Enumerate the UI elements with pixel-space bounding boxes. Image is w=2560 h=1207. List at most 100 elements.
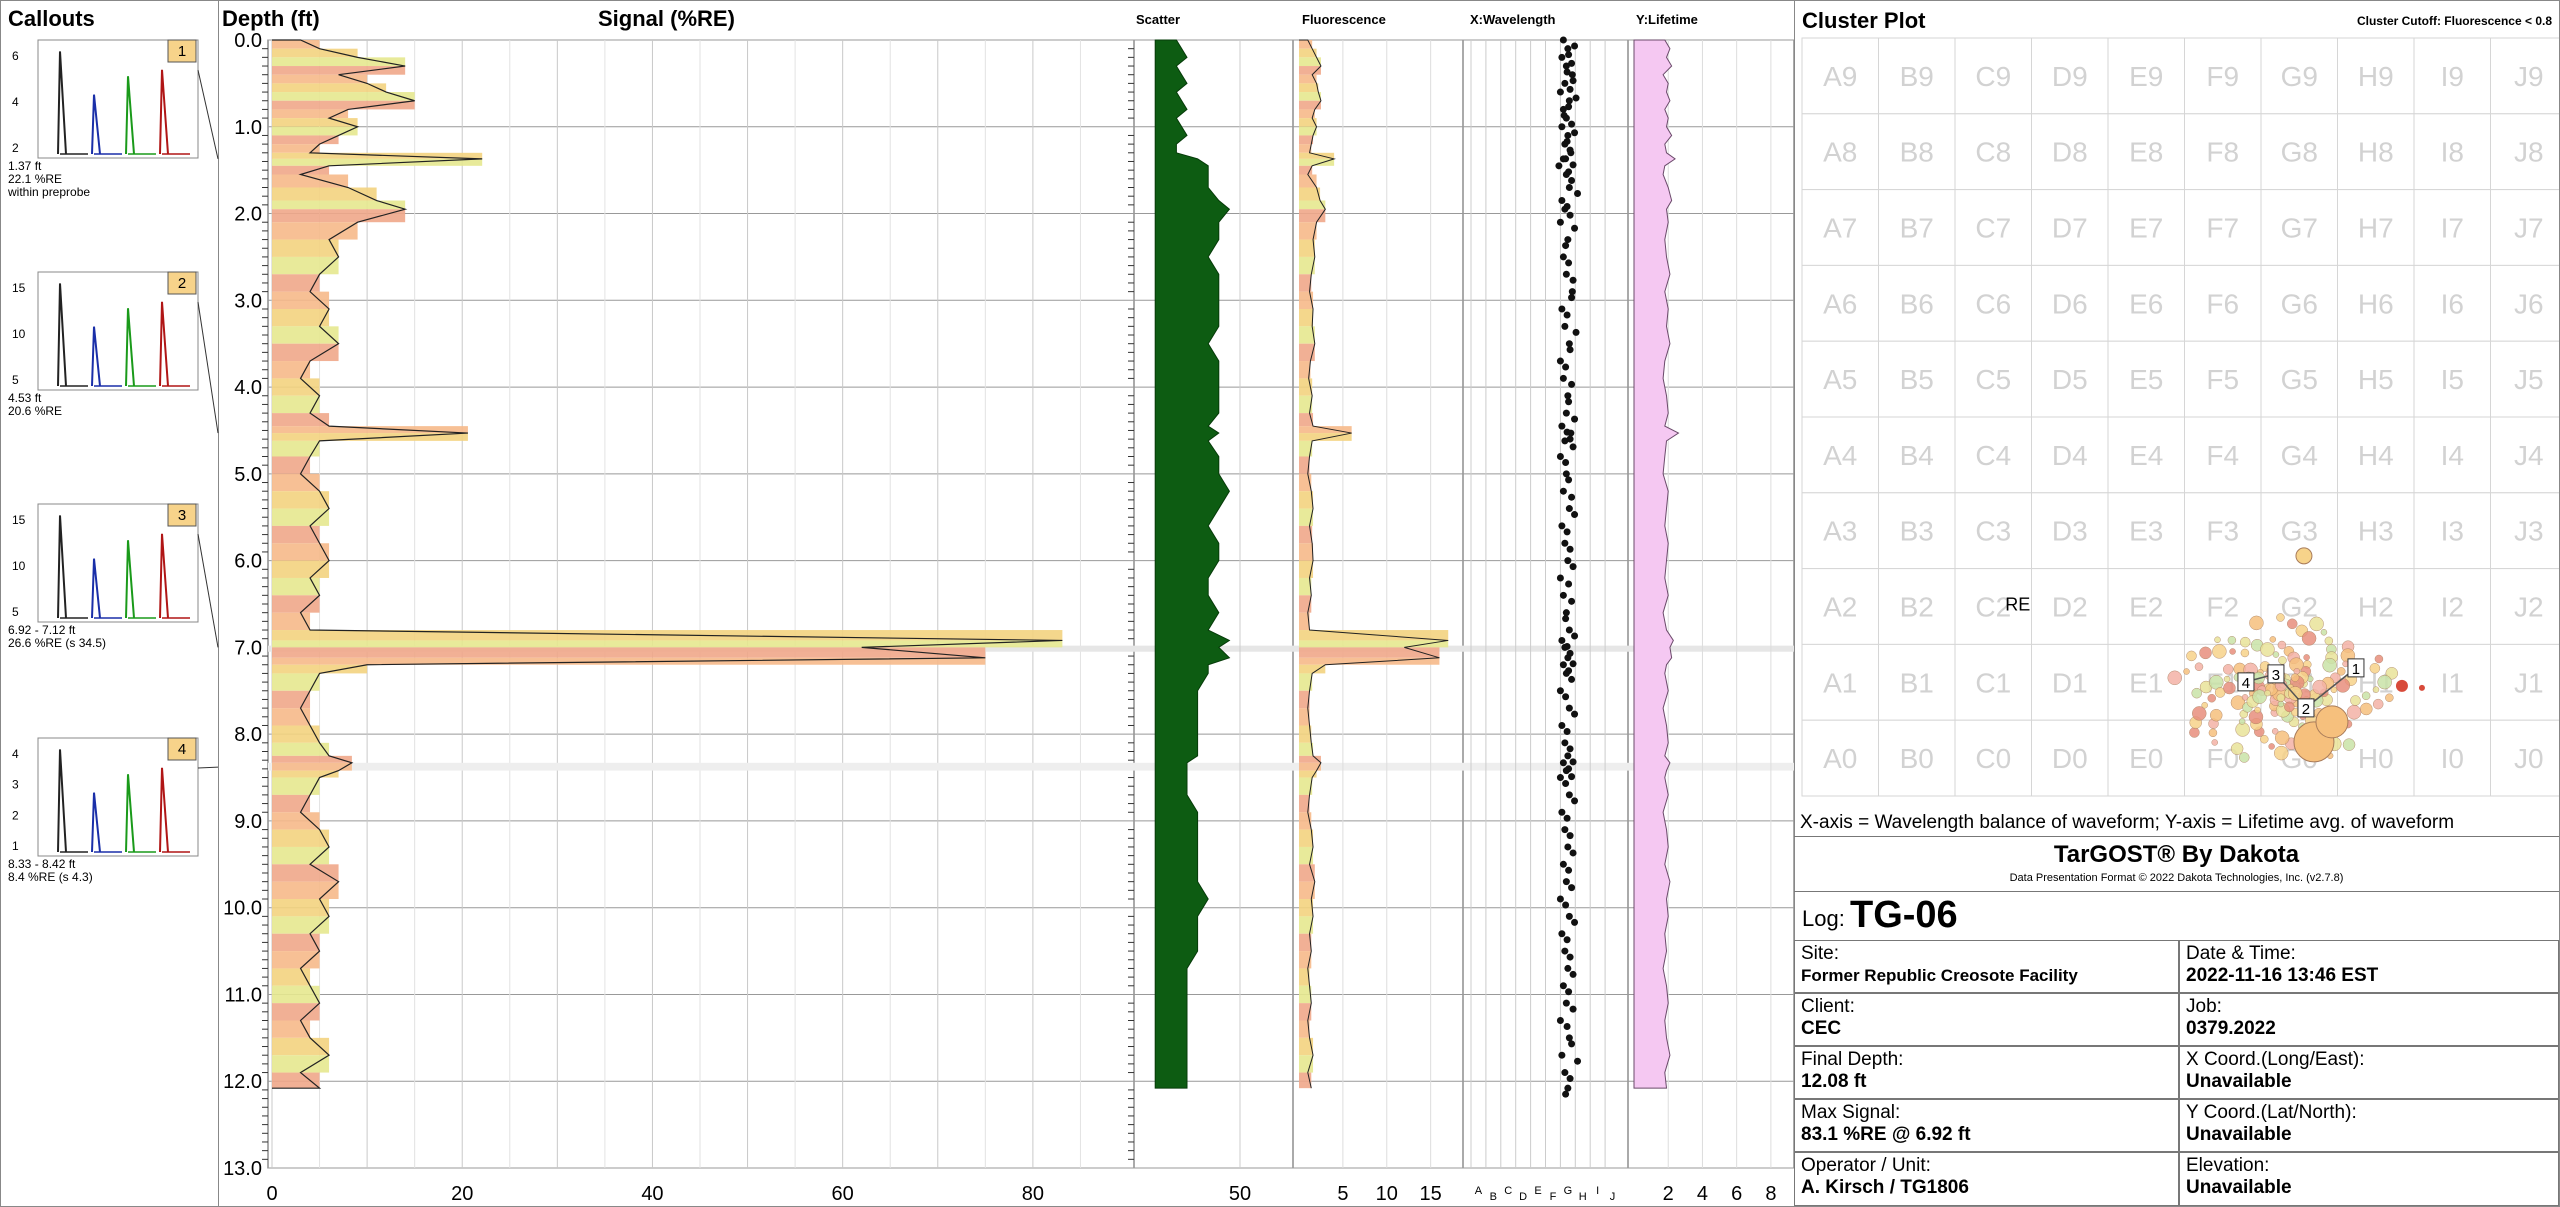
signal-band xyxy=(272,209,406,223)
signal-band xyxy=(272,152,483,159)
cluster-cell-label: I2 xyxy=(2441,592,2464,623)
cluster-cell-label: E3 xyxy=(2129,516,2163,547)
client-value: CEC xyxy=(1801,1018,1842,1039)
cluster-cell xyxy=(2184,189,2262,266)
wavelength-point xyxy=(1555,162,1563,170)
wavelength-title: X:Wavelength xyxy=(1470,12,1556,27)
wavelength-point xyxy=(1565,340,1573,348)
wavelength-point xyxy=(1562,901,1570,909)
depth-tick-label: 6.0 xyxy=(234,551,262,573)
signal-band xyxy=(272,308,330,327)
fluorescence-band xyxy=(1299,673,1313,691)
signal-band xyxy=(272,100,415,110)
signal-band xyxy=(272,508,330,526)
cluster-point xyxy=(2322,657,2337,673)
signal-band xyxy=(272,144,320,153)
cluster-point xyxy=(2290,673,2300,682)
signal-band xyxy=(272,595,320,613)
cluster-point xyxy=(2211,739,2218,746)
cluster-cell xyxy=(2413,264,2491,342)
callout-y-tick-label: 1 xyxy=(12,839,19,853)
signal-band xyxy=(272,92,415,101)
scatter-title: Scatter xyxy=(1136,12,1181,27)
cluster-cell-label: G6 xyxy=(2281,288,2318,319)
cluster-cell-label: J0 xyxy=(2514,743,2544,774)
wavelength-point xyxy=(1562,780,1570,788)
wavelength-point xyxy=(1559,253,1567,261)
wavelength-point xyxy=(1559,591,1567,599)
cluster-cell xyxy=(2031,416,2109,494)
fluorescence-band xyxy=(1299,343,1315,362)
cluster-re-label: RE xyxy=(2005,595,2030,615)
cluster-point xyxy=(2222,664,2234,675)
cluster-point xyxy=(2374,654,2384,664)
cluster-cell-label: A0 xyxy=(1823,743,1857,774)
cluster-cell xyxy=(1954,113,2032,191)
wavelength-point xyxy=(1565,51,1573,59)
wavelength-point xyxy=(1562,409,1570,417)
wavelength-point xyxy=(1558,721,1566,729)
x-coord-value: Unavailable xyxy=(2186,1071,2292,1092)
cluster-point xyxy=(2276,613,2285,622)
cluster-cell-label: H6 xyxy=(2358,288,2394,319)
signal-band xyxy=(272,985,320,1004)
signal-band xyxy=(272,525,320,544)
wavelength-point xyxy=(1574,190,1582,198)
wavelength-point xyxy=(1566,832,1574,840)
signal-band xyxy=(272,770,339,778)
cluster-cell-label: J9 xyxy=(2514,61,2544,92)
callout-2-text: 4.53 ft 20.6 %RE xyxy=(8,392,62,418)
fluorescence-band xyxy=(1299,158,1335,166)
callout-waveform-peak xyxy=(125,308,135,387)
callout-y-tick-label: 15 xyxy=(12,281,26,295)
wavelength-point xyxy=(1563,1022,1571,1030)
wavelength-point xyxy=(1562,669,1570,677)
cluster-point xyxy=(2260,734,2269,744)
cluster-marker-box xyxy=(2347,658,2365,678)
cluster-cell-label: C9 xyxy=(1975,61,2011,92)
wavelength-point xyxy=(1566,953,1574,961)
callout-waveform-peak xyxy=(91,94,101,155)
wavelength-point xyxy=(1561,437,1569,445)
wavelength-point xyxy=(1558,1051,1566,1059)
wavelength-point xyxy=(1559,487,1567,495)
signal-band xyxy=(272,777,320,795)
cluster-point xyxy=(2230,695,2246,710)
cluster-cell-label: G2 xyxy=(2281,592,2318,623)
callout-y-tick-label: 10 xyxy=(12,327,26,341)
wavelength-point xyxy=(1571,224,1579,232)
cluster-cell-label: A4 xyxy=(1823,440,1857,471)
fluorescence-band xyxy=(1299,640,1449,648)
cluster-cell-label: A3 xyxy=(1823,516,1857,547)
fluorescence-band xyxy=(1299,57,1321,67)
cluster-cell xyxy=(2031,719,2109,797)
fluorescence-band xyxy=(1299,174,1317,188)
callout-y-tick-label: 3 xyxy=(12,778,19,792)
cluster-point xyxy=(2324,636,2334,646)
cluster-point xyxy=(2301,631,2317,646)
cluster-point xyxy=(2269,636,2277,643)
fluorescence-band xyxy=(1299,378,1313,396)
wavelength-point xyxy=(1569,1005,1577,1013)
cluster-cell-label: E0 xyxy=(2129,743,2163,774)
fluorescence-band xyxy=(1299,664,1326,674)
cluster-cell xyxy=(1878,568,1956,645)
wavelength-point xyxy=(1561,205,1569,213)
cluster-cell-label: A5 xyxy=(1823,364,1857,395)
cluster-cell-label: I7 xyxy=(2441,213,2464,244)
fluorescence-x-tick-label: 5 xyxy=(1337,1183,1348,1205)
signal-band xyxy=(272,846,330,865)
wavelength-point xyxy=(1561,739,1569,747)
wavelength-point xyxy=(1568,1040,1576,1048)
wavelength-point xyxy=(1561,1069,1569,1077)
fluorescence-band xyxy=(1299,1055,1314,1073)
callout-waveform-peak xyxy=(159,533,169,619)
fluorescence-band xyxy=(1299,326,1315,344)
cluster-point xyxy=(2223,681,2236,695)
signal-band xyxy=(272,762,352,771)
cluster-cell xyxy=(2260,340,2338,418)
cluster-point xyxy=(2315,705,2349,739)
wavelength-point xyxy=(1556,774,1564,782)
cluster-cell xyxy=(1878,113,1956,191)
cluster-cell-label: G3 xyxy=(2281,516,2318,547)
